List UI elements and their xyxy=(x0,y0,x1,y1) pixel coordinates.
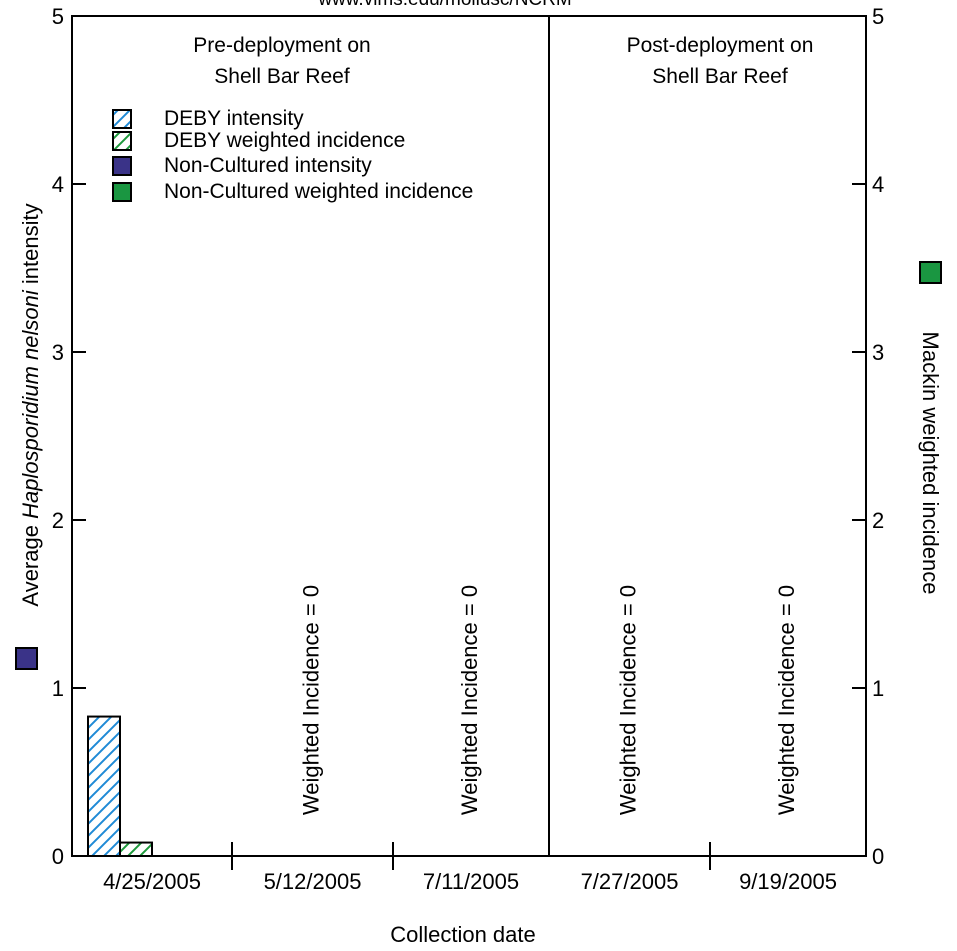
y-axis-right: 0 1 2 3 4 5 xyxy=(852,4,884,869)
y-tick-label: 3 xyxy=(52,340,64,365)
y-tick-label: 4 xyxy=(52,172,64,197)
svg-text:Pre-deployment on: Pre-deployment on xyxy=(193,34,370,57)
x-axis-label: Collection date xyxy=(390,922,536,947)
y-axis-left: 0 1 2 3 4 5 xyxy=(52,4,86,869)
annotations: Weighted Incidence = 0 Weighted Incidence… xyxy=(299,585,800,815)
legend-swatch-deby-weighted-incidence xyxy=(112,131,132,151)
y-label-prefix: Average xyxy=(18,519,43,607)
bar-deby-weighted-incidence xyxy=(119,841,153,857)
plot-frame xyxy=(71,15,867,857)
y2-tick-label: 2 xyxy=(872,508,884,533)
x-tick-label: 7/11/2005 xyxy=(423,869,519,894)
region-label-post: Post-deployment on Shell Bar Reef xyxy=(627,34,814,88)
annotation-weighted-incidence-zero: Weighted Incidence = 0 xyxy=(616,585,641,815)
y2-tick-label: 3 xyxy=(872,340,884,365)
legend-item-deby-weighted-incidence: DEBY weighted incidence xyxy=(112,129,405,152)
svg-text:Post-deployment on: Post-deployment on xyxy=(627,34,814,57)
x-tick-label: 5/12/2005 xyxy=(264,869,362,894)
y-axis-label-left: Average Haplosporidium nelsoni intensity xyxy=(15,203,43,670)
y-axis-label-right: Mackin weighted incidence xyxy=(918,261,943,595)
annotation-weighted-incidence-zero: Weighted Incidence = 0 xyxy=(457,585,482,815)
x-tick-label: 7/27/2005 xyxy=(581,869,679,894)
legend-item-non-cultured-intensity: Non-Cultured intensity xyxy=(112,154,372,177)
y-label-suffix: intensity xyxy=(18,203,43,290)
y-tick-label: 2 xyxy=(52,508,64,533)
legend-label-deby-weighted-incidence: DEBY weighted incidence xyxy=(164,129,405,152)
region-label-pre: Pre-deployment on Shell Bar Reef xyxy=(193,34,370,88)
y2-tick-label: 1 xyxy=(872,676,884,701)
y-label-species: Haplosporidium nelsoni xyxy=(18,289,43,519)
legend-label-non-cultured-weighted-incidence: Non-Cultured weighted incidence xyxy=(164,180,473,203)
y-label-marker-non-cultured-intensity xyxy=(15,647,38,670)
y2-tick-label: 5 xyxy=(872,4,884,29)
svg-text:Shell Bar Reef: Shell Bar Reef xyxy=(652,65,788,88)
legend: DEBY intensity DEBY weighted incidence N… xyxy=(112,107,473,203)
legend-label-deby-intensity: DEBY intensity xyxy=(164,107,304,130)
legend-label-non-cultured-intensity: Non-Cultured intensity xyxy=(164,154,372,177)
y2-tick-label: 4 xyxy=(872,172,884,197)
y-tick-label: 1 xyxy=(52,676,64,701)
annotation-weighted-incidence-zero: Weighted Incidence = 0 xyxy=(774,585,799,815)
bars xyxy=(87,715,153,857)
bar-deby-intensity xyxy=(87,715,121,857)
url-text: www.vims.edu/mollusc/NCRM xyxy=(317,0,571,10)
x-tick-label: 4/25/2005 xyxy=(103,869,201,894)
y-tick-label: 0 xyxy=(52,844,64,869)
y2-tick-label: 0 xyxy=(872,844,884,869)
x-axis: 4/25/2005 5/12/2005 7/11/2005 7/27/2005 9/19… xyxy=(103,842,837,894)
legend-swatch-non-cultured-weighted-incidence xyxy=(112,182,132,202)
annotation-weighted-incidence-zero: Weighted Incidence = 0 xyxy=(299,585,324,815)
legend-swatch-non-cultured-intensity xyxy=(112,156,132,176)
y-tick-label: 5 xyxy=(52,4,64,29)
legend-item-deby-intensity: DEBY intensity xyxy=(112,107,304,130)
legend-swatch-deby-intensity xyxy=(112,109,132,129)
legend-item-non-cultured-weighted-incidence: Non-Cultured weighted incidence xyxy=(112,180,473,203)
svg-text:Shell Bar Reef: Shell Bar Reef xyxy=(214,65,350,88)
y2-label-text: Mackin weighted incidence xyxy=(918,332,943,595)
svg-text:Average Haplosporidium nelsoni: Average Haplosporidium nelsoni intensity xyxy=(18,203,43,606)
x-tick-label: 9/19/2005 xyxy=(739,869,837,894)
y2-label-marker-weighted-incidence xyxy=(919,261,942,284)
